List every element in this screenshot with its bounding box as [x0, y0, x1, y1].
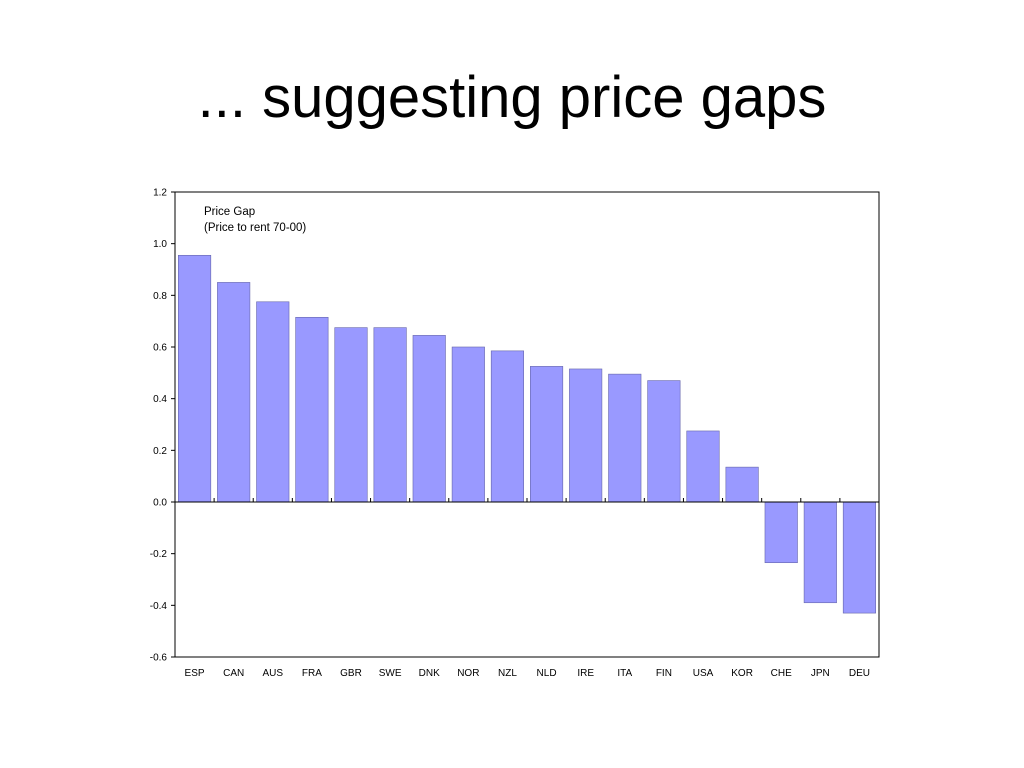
x-tick-label: GBR — [340, 668, 362, 679]
x-tick-label: IRE — [577, 668, 594, 679]
x-tick-label: DEU — [849, 668, 870, 679]
bar-fin — [647, 380, 681, 503]
bar-nzl — [490, 350, 524, 503]
bar-fra — [295, 316, 329, 503]
bar-can — [217, 282, 251, 503]
x-tick-label: FRA — [302, 668, 322, 679]
y-axis: 1.2 1.0 0.8 0.6 0.4 0.2 0.0 -0.2 -0.4 -0.6 — [150, 188, 175, 664]
y-tick-label: 0.6 — [153, 343, 167, 354]
y-tick-label: 0.2 — [153, 446, 167, 457]
x-tick-label: ESP — [185, 668, 205, 679]
x-tick-label: CHE — [771, 668, 792, 679]
bar-esp — [178, 254, 212, 503]
bar-gbr — [334, 327, 368, 503]
bar-usa — [686, 430, 720, 503]
x-tick-label: FIN — [656, 668, 672, 679]
x-tick-label: ITA — [617, 668, 632, 679]
y-tick-label: -0.6 — [150, 653, 168, 664]
plot-frame — [174, 191, 880, 658]
slide-title: ... suggesting price gaps — [197, 65, 827, 130]
bar-ita — [608, 373, 642, 503]
bar-series — [178, 254, 876, 614]
x-tick-label: NLD — [537, 668, 557, 679]
x-tick-label: USA — [693, 668, 714, 679]
y-tick-label: -0.2 — [150, 549, 168, 560]
x-tick-label: CAN — [223, 668, 244, 679]
bar-kor — [725, 466, 759, 503]
x-tick-label: KOR — [731, 668, 753, 679]
y-tick-label: 0.8 — [153, 291, 167, 302]
bar-aus — [256, 301, 290, 503]
y-tick-label: 1.0 — [153, 239, 167, 250]
bar-jpn — [803, 501, 837, 604]
x-axis: ESP CAN AUS FRA GBR SWE DNK NOR NZL NLD IRE ITA FIN U… — [174, 498, 880, 679]
chart-annotation-line-1: Price Gap — [204, 206, 255, 218]
x-tick-label: NZL — [498, 668, 517, 679]
y-tick-label: -0.4 — [150, 601, 168, 612]
bar-dnk — [412, 335, 446, 503]
y-tick-label: 0.0 — [153, 498, 167, 509]
y-tick-label: 1.2 — [153, 188, 167, 199]
bar-nld — [530, 366, 564, 503]
x-tick-label: AUS — [262, 668, 283, 679]
y-tick-label: 0.4 — [153, 394, 167, 405]
x-tick-label: NOR — [457, 668, 479, 679]
bar-nor — [451, 346, 485, 503]
x-tick-label: JPN — [811, 668, 830, 679]
x-tick-label: DNK — [419, 668, 440, 679]
bar-deu — [842, 501, 876, 614]
x-tick-label: SWE — [379, 668, 402, 679]
bar-ire — [569, 368, 603, 503]
bar-swe — [373, 327, 407, 503]
bar-che — [764, 501, 798, 564]
chart-annotation-line-2: (Price to rent 70-00) — [204, 222, 306, 234]
